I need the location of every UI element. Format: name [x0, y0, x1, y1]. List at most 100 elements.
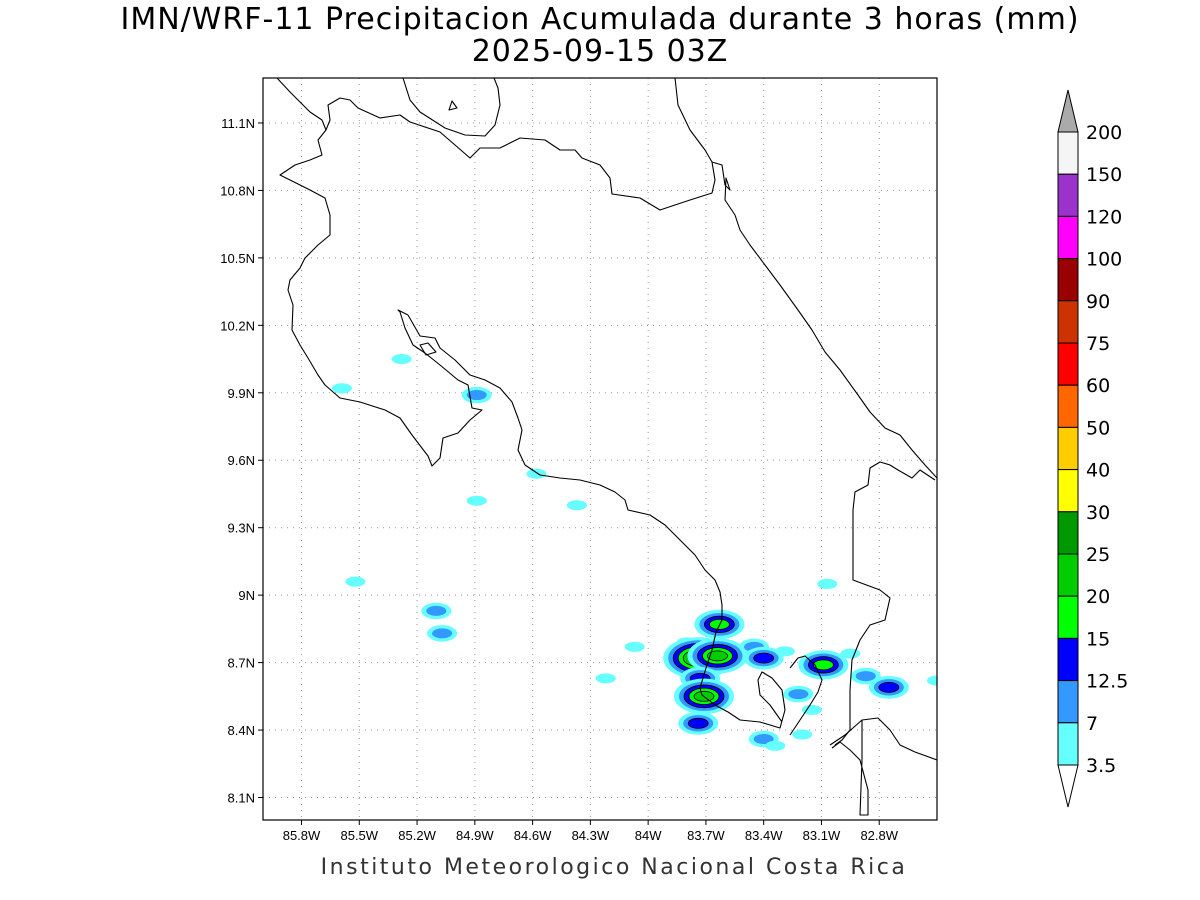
colorbar-swatch [1057, 258, 1079, 302]
y-tick-label: 9.6N [228, 453, 255, 468]
colorbar-label: 20 [1086, 586, 1110, 608]
lat-lon-grid: 85.8W 85.5W 85.2W 84.9W 84.6W 84.3W 84W 83.7W 83… [220, 78, 937, 843]
precip-cell [421, 602, 452, 620]
colorbar-label: 60 [1086, 375, 1110, 397]
y-tick-label: 9N [238, 588, 255, 603]
colorbar-top-arrow [1057, 89, 1079, 133]
precip-level-ring [624, 641, 645, 652]
colorbar-swatch [1057, 426, 1079, 471]
x-tick-label: 84W [635, 828, 662, 843]
x-tick-label: 84.9W [456, 828, 494, 843]
precip-level-ring [792, 729, 813, 740]
precip-cell [868, 675, 909, 699]
precip-level-ring [817, 578, 838, 589]
precip-cell [783, 685, 814, 703]
precip-level-ring [753, 652, 775, 664]
caribbean-coast [674, 78, 937, 479]
colorbar-swatch [1057, 637, 1079, 682]
lake-island [448, 100, 458, 111]
x-tick-label: 84.3W [572, 828, 610, 843]
x-tick-label: 82.8W [860, 828, 898, 843]
plot-frame [262, 77, 938, 821]
precip-level-ring [774, 646, 795, 657]
precip-level-ring [595, 673, 616, 684]
colorbar-label: 100 [1086, 249, 1122, 271]
map-title: IMN/WRF-11 Precipitacion Acumulada duran… [120, 2, 1080, 37]
x-tick-label: 84.6W [514, 828, 552, 843]
plot-area [263, 78, 937, 820]
precip-level-ring [812, 659, 834, 671]
x-tick-label: 83.1W [803, 828, 841, 843]
coastline-layer [276, 78, 937, 816]
pacific-coast-central [407, 314, 786, 729]
x-tick-label: 85.8W [283, 828, 321, 843]
y-tick-label: 9.3N [228, 521, 255, 536]
precip-cell [466, 495, 487, 506]
colorbar-label: 3.5 [1086, 755, 1116, 777]
precip-level-ring [788, 689, 809, 700]
colorbar: 3.5 7 12.5 15 20 25 30 40 50 60 75 90 100 120 150 200 [1057, 89, 1128, 808]
precip-cell [566, 500, 587, 511]
colorbar-swatch [1057, 300, 1079, 344]
precip-cell [526, 468, 547, 479]
precip-level-ring [855, 671, 876, 682]
colorbar-swatch [1057, 384, 1079, 428]
colorbar-swatch [1057, 595, 1079, 639]
precip-cell [624, 641, 645, 652]
colorbar-swatch [1057, 173, 1079, 217]
precip-cell [817, 578, 838, 589]
x-tick-label: 83.7W [687, 828, 725, 843]
colorbar-label: 75 [1086, 333, 1110, 355]
precip-level-ring [878, 681, 900, 693]
colorbar-swatch [1057, 131, 1079, 175]
x-tick-label: 85.2W [398, 828, 436, 843]
precip-cell [391, 354, 412, 365]
map-valid-time: 2025-09-15 03Z [471, 34, 729, 69]
precip-cell [850, 667, 881, 685]
precip-cell [774, 646, 795, 657]
precip-cell [345, 576, 366, 587]
precip-level-ring [391, 354, 412, 365]
colorbar-swatch [1057, 215, 1079, 260]
precip-cell [678, 711, 719, 735]
precip-level-ring [707, 650, 728, 662]
precip-level-ring [927, 675, 937, 686]
colorbar-label: 50 [1086, 417, 1110, 439]
colorbar-label: 200 [1086, 122, 1122, 144]
nicoya-gulf-island [419, 342, 437, 356]
precip-level-ring [466, 495, 487, 506]
pacific-coast-north [279, 129, 483, 467]
precip-level-ring [331, 383, 352, 394]
credit-line: Instituto Meteorologico Nacional Costa R… [320, 855, 908, 880]
colorbar-swatch [1057, 722, 1079, 766]
nicaragua-shoreline [276, 78, 716, 211]
colorbar-swatch [1057, 553, 1079, 597]
colorbar-swatch [1057, 469, 1079, 513]
colorbar-label: 120 [1086, 206, 1122, 228]
golfo-dulce-shore [789, 655, 823, 736]
precip-level-ring [432, 628, 453, 639]
colorbar-bottom-arrow [1057, 764, 1079, 808]
nicaragua-lake-shore [402, 78, 501, 137]
precip-level-ring [566, 500, 587, 511]
colorbar-label: 90 [1086, 291, 1110, 313]
colorbar-label: 30 [1086, 502, 1110, 524]
precip-cell [461, 386, 492, 404]
colorbar-swatch [1057, 511, 1079, 555]
y-tick-label: 10.5N [220, 251, 255, 266]
precip-cell [743, 646, 784, 670]
precip-level-ring [753, 734, 774, 745]
y-tick-label: 9.9N [228, 386, 255, 401]
precip-level-ring [466, 390, 487, 401]
x-tick-label: 83.4W [745, 828, 783, 843]
precip-level-ring [345, 576, 366, 587]
colorbar-swatch [1057, 680, 1079, 724]
colorbar-label: 12.5 [1086, 671, 1128, 693]
precip-cell [801, 704, 822, 715]
precip-level-ring [765, 740, 786, 751]
colorbar-label: 15 [1086, 628, 1110, 650]
y-tick-label: 8.1N [228, 791, 255, 806]
precip-cell [595, 673, 616, 684]
y-tick-label: 11.1N [221, 116, 255, 131]
